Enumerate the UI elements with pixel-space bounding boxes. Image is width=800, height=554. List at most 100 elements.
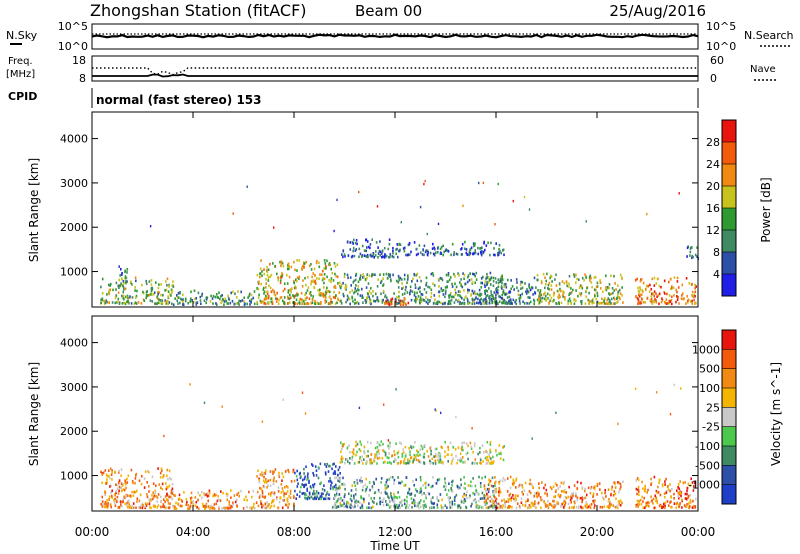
heatmap-cell	[617, 293, 619, 297]
heatmap-cell	[358, 190, 360, 194]
heatmap-cell	[652, 497, 655, 501]
heatmap-cell	[415, 248, 418, 251]
heatmap-cell	[491, 499, 494, 502]
heatmap-cell	[397, 255, 399, 259]
heatmap-cell	[678, 487, 680, 490]
heatmap-cell	[296, 469, 298, 473]
heatmap-cell	[637, 286, 639, 290]
heatmap-cell	[483, 242, 485, 245]
heatmap-cell	[568, 297, 571, 301]
heatmap-cell	[248, 490, 250, 494]
heatmap-cell	[522, 300, 524, 304]
heatmap-cell	[585, 220, 587, 223]
heatmap-cell	[661, 299, 664, 302]
heatmap-cell	[518, 299, 521, 303]
heatmap-cell	[473, 251, 475, 255]
heatmap-cell	[470, 246, 473, 250]
heatmap-cell	[170, 478, 173, 481]
heatmap-cell	[613, 490, 616, 493]
heatmap-cell	[618, 481, 620, 485]
colorbar-tick-label: 20	[706, 180, 720, 193]
heatmap-cell	[619, 503, 622, 507]
heatmap-cell	[357, 302, 360, 305]
heatmap-cell	[483, 302, 485, 305]
heatmap-cell	[458, 504, 461, 507]
heatmap-cell	[343, 275, 346, 279]
heatmap-cell	[495, 290, 498, 293]
heatmap-cell	[414, 440, 416, 444]
heatmap-cell	[165, 288, 168, 292]
colorbar-segment	[722, 120, 736, 142]
heatmap-cell	[479, 485, 482, 488]
heatmap-cell	[558, 282, 561, 285]
heatmap-cell	[537, 501, 540, 505]
heatmap-cell	[346, 294, 349, 298]
heatmap-cell	[159, 471, 162, 475]
heatmap-cell	[271, 491, 273, 494]
heatmap-cell	[651, 292, 653, 296]
heatmap-cell	[457, 506, 459, 509]
heatmap-cell	[405, 285, 407, 289]
heatmap-cell	[312, 295, 314, 298]
heatmap-cell	[161, 482, 164, 486]
heatmap-cell	[318, 302, 320, 305]
heatmap-cell	[161, 300, 164, 303]
heatmap-cell	[187, 301, 189, 305]
heatmap-cell	[673, 497, 675, 500]
heatmap-cell	[221, 405, 223, 408]
heatmap-cell	[487, 276, 490, 279]
heatmap-cell	[126, 294, 129, 298]
heatmap-cell	[192, 500, 194, 503]
heatmap-cell	[504, 293, 507, 296]
heatmap-cell	[101, 473, 104, 476]
heatmap-cell	[417, 454, 419, 458]
heatmap-cell	[406, 501, 408, 505]
heatmap-cell	[677, 486, 679, 489]
heatmap-cell	[394, 457, 396, 461]
heatmap-cell	[205, 296, 208, 300]
heatmap-cell	[267, 292, 269, 296]
heatmap-cell	[371, 274, 373, 278]
heatmap-cell	[655, 391, 658, 394]
heatmap-cell	[687, 482, 690, 486]
heatmap-cell	[503, 292, 506, 295]
heatmap-cell	[134, 481, 136, 485]
heatmap-cell	[479, 451, 481, 454]
heatmap-cell	[296, 478, 299, 482]
heatmap-cell	[386, 492, 389, 496]
heatmap-cell	[576, 277, 578, 281]
heatmap-cell	[146, 502, 149, 506]
heatmap-cell	[454, 282, 456, 286]
heatmap-cell	[301, 483, 303, 486]
heatmap-cell	[124, 270, 126, 274]
heatmap-cell	[151, 288, 153, 291]
heatmap-cell	[520, 501, 523, 505]
heatmap-cell	[368, 494, 370, 497]
heatmap-cell	[502, 301, 504, 304]
heatmap-cell	[634, 387, 637, 390]
heatmap-cell	[166, 299, 169, 303]
heatmap-cell	[409, 453, 411, 456]
heatmap-cell	[409, 285, 412, 289]
heatmap-cell	[126, 501, 128, 505]
heatmap-cell	[308, 491, 311, 495]
heatmap-cell	[382, 449, 384, 452]
heatmap-cell	[643, 496, 645, 500]
heatmap-cell	[382, 291, 385, 294]
heatmap-cell	[608, 292, 610, 295]
heatmap-cell	[464, 499, 467, 503]
heatmap-cell	[289, 492, 292, 495]
heatmap-cell	[374, 273, 376, 277]
heatmap-cell	[288, 265, 290, 268]
heatmap-cell	[333, 485, 336, 488]
heatmap-cell	[327, 302, 330, 306]
heatmap-cell	[611, 485, 613, 489]
heatmap-cell	[549, 276, 551, 280]
heatmap-cell	[537, 289, 539, 292]
heatmap-cell	[413, 453, 416, 457]
heatmap-cell	[328, 493, 330, 496]
heatmap-cell	[375, 477, 377, 481]
heatmap-cell	[367, 245, 370, 249]
heatmap-cell	[411, 290, 414, 293]
heatmap-cell	[261, 490, 264, 493]
